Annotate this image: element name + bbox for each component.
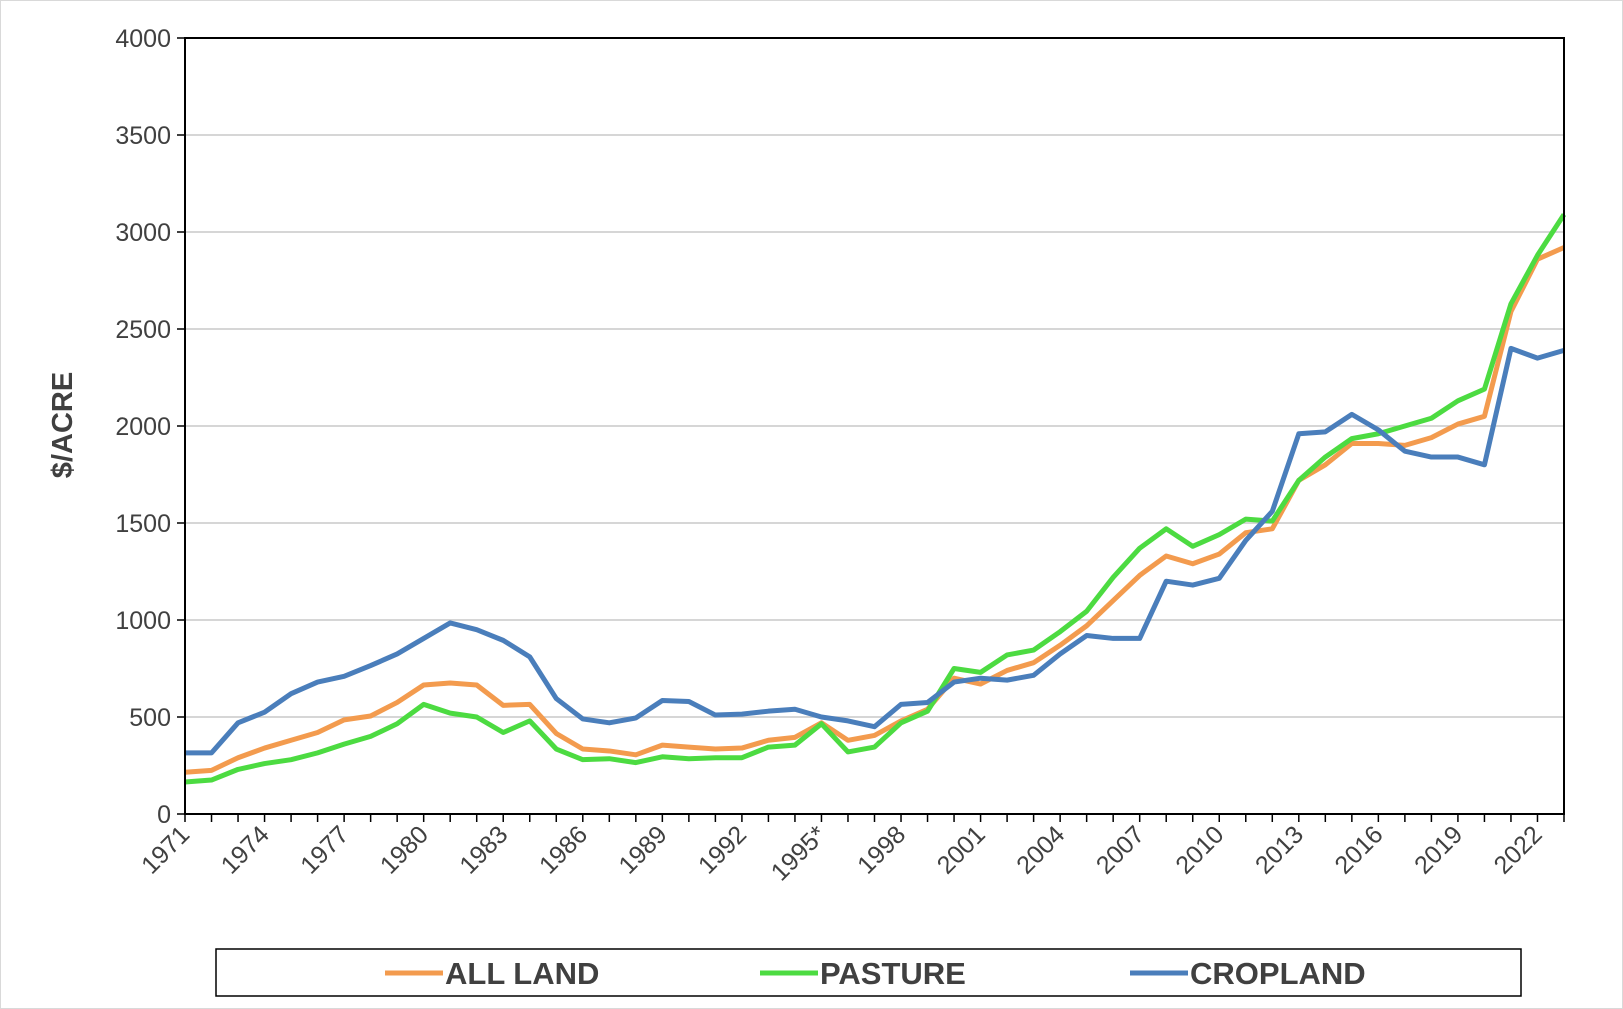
legend-label: PASTURE [820, 956, 966, 991]
legend-label: CROPLAND [1190, 956, 1366, 991]
y-tick-label: 4000 [115, 25, 171, 53]
series-line [184, 245, 1566, 775]
y-tick-label: 3500 [115, 122, 171, 150]
y-tick-label: 2500 [115, 316, 171, 344]
plot-frame [184, 37, 1565, 815]
y-tick-label: 1000 [115, 607, 171, 635]
y-tick-label: 500 [129, 704, 171, 732]
y-tick-label: 3000 [115, 219, 171, 247]
y-tick-label: 1500 [115, 510, 171, 538]
legend-label: ALL LAND [445, 956, 599, 991]
y-tick-label: 2000 [115, 413, 171, 441]
y-tick-label: 0 [157, 801, 171, 829]
legend-box [215, 948, 1522, 997]
y-axis-label: $/ACRE [47, 372, 79, 478]
series-line [184, 213, 1567, 785]
series-line [185, 345, 1565, 756]
